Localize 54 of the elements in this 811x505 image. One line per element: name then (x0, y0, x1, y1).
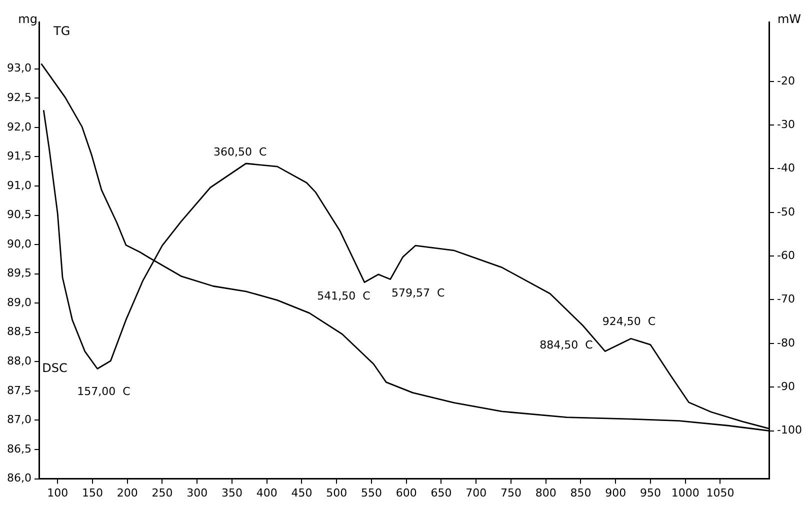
annotation: 884,50 C (540, 338, 594, 352)
y2-tick-label: -20 (777, 74, 796, 88)
y-tick-label: 92,0 (6, 120, 32, 134)
x-tick-label: 450 (291, 486, 312, 500)
y-tick-label: 88,0 (6, 354, 32, 368)
y-tick-label: 89,0 (6, 296, 32, 309)
x-tick-label: 1050 (706, 486, 734, 500)
y-tick-label: 86,0 (6, 472, 32, 485)
x-tick-label: 1000 (671, 486, 700, 500)
y-tick-label: 90,5 (6, 208, 32, 222)
annotation: 924,50 C (602, 314, 656, 328)
x-tick-label: 150 (82, 486, 103, 500)
y-axis-title: mg (18, 12, 38, 26)
y-tick-label: 86,5 (6, 442, 32, 456)
x-tick-label: 200 (116, 486, 138, 500)
y2-tick-label: -80 (777, 336, 796, 350)
x-tick-label: 950 (640, 486, 661, 500)
y-tick-label: 87,5 (6, 384, 32, 397)
x-tick-label: 800 (535, 486, 556, 500)
y2-tick-label: -90 (777, 380, 796, 393)
y-tick-label: 88,5 (6, 325, 32, 338)
y2-tick-label: -40 (777, 162, 796, 175)
y-tick-label: 90,0 (6, 237, 32, 250)
y-tick-label: 87,0 (6, 413, 32, 426)
x-tick-label: 850 (570, 486, 592, 500)
x-tick-label: 600 (396, 486, 417, 500)
y-tick-label: 92,5 (6, 90, 32, 104)
y2-tick-label: -50 (777, 205, 796, 218)
x-tick-label: 500 (326, 486, 348, 500)
y2-tick-label: -30 (777, 118, 796, 131)
x-tick-label: 300 (186, 486, 208, 500)
y2-tick-label: -60 (777, 248, 796, 262)
x-tick-label: 350 (221, 486, 242, 500)
x-tick-label: 700 (466, 486, 487, 500)
y2-tick-label: -70 (777, 292, 796, 306)
y-tick-label: 93,0 (6, 62, 32, 75)
x-tick-label: 650 (430, 486, 452, 500)
text: TG (52, 24, 70, 38)
x-tick-label: 550 (360, 486, 382, 500)
x-tick-label: 250 (152, 486, 173, 500)
series-label: DSC (42, 360, 68, 375)
x-tick-label: 900 (605, 486, 626, 500)
annotation: 360,50 C (214, 146, 268, 159)
y-tick-label: 91,0 (6, 178, 32, 192)
x-tick-label: 100 (47, 486, 68, 500)
y-tick-label: 89,5 (6, 266, 32, 280)
x-tick-label: 750 (500, 486, 522, 500)
annotation: 541,50 C (317, 289, 371, 302)
y-tick-label: 91,5 (6, 150, 32, 163)
annotation: 157,00 C (77, 384, 131, 398)
y2-tick-label: -100 (777, 424, 802, 437)
y2-axis-title: mW (777, 12, 802, 26)
x-tick-label: 400 (256, 486, 278, 500)
annotation: 579,57 C (392, 286, 446, 300)
